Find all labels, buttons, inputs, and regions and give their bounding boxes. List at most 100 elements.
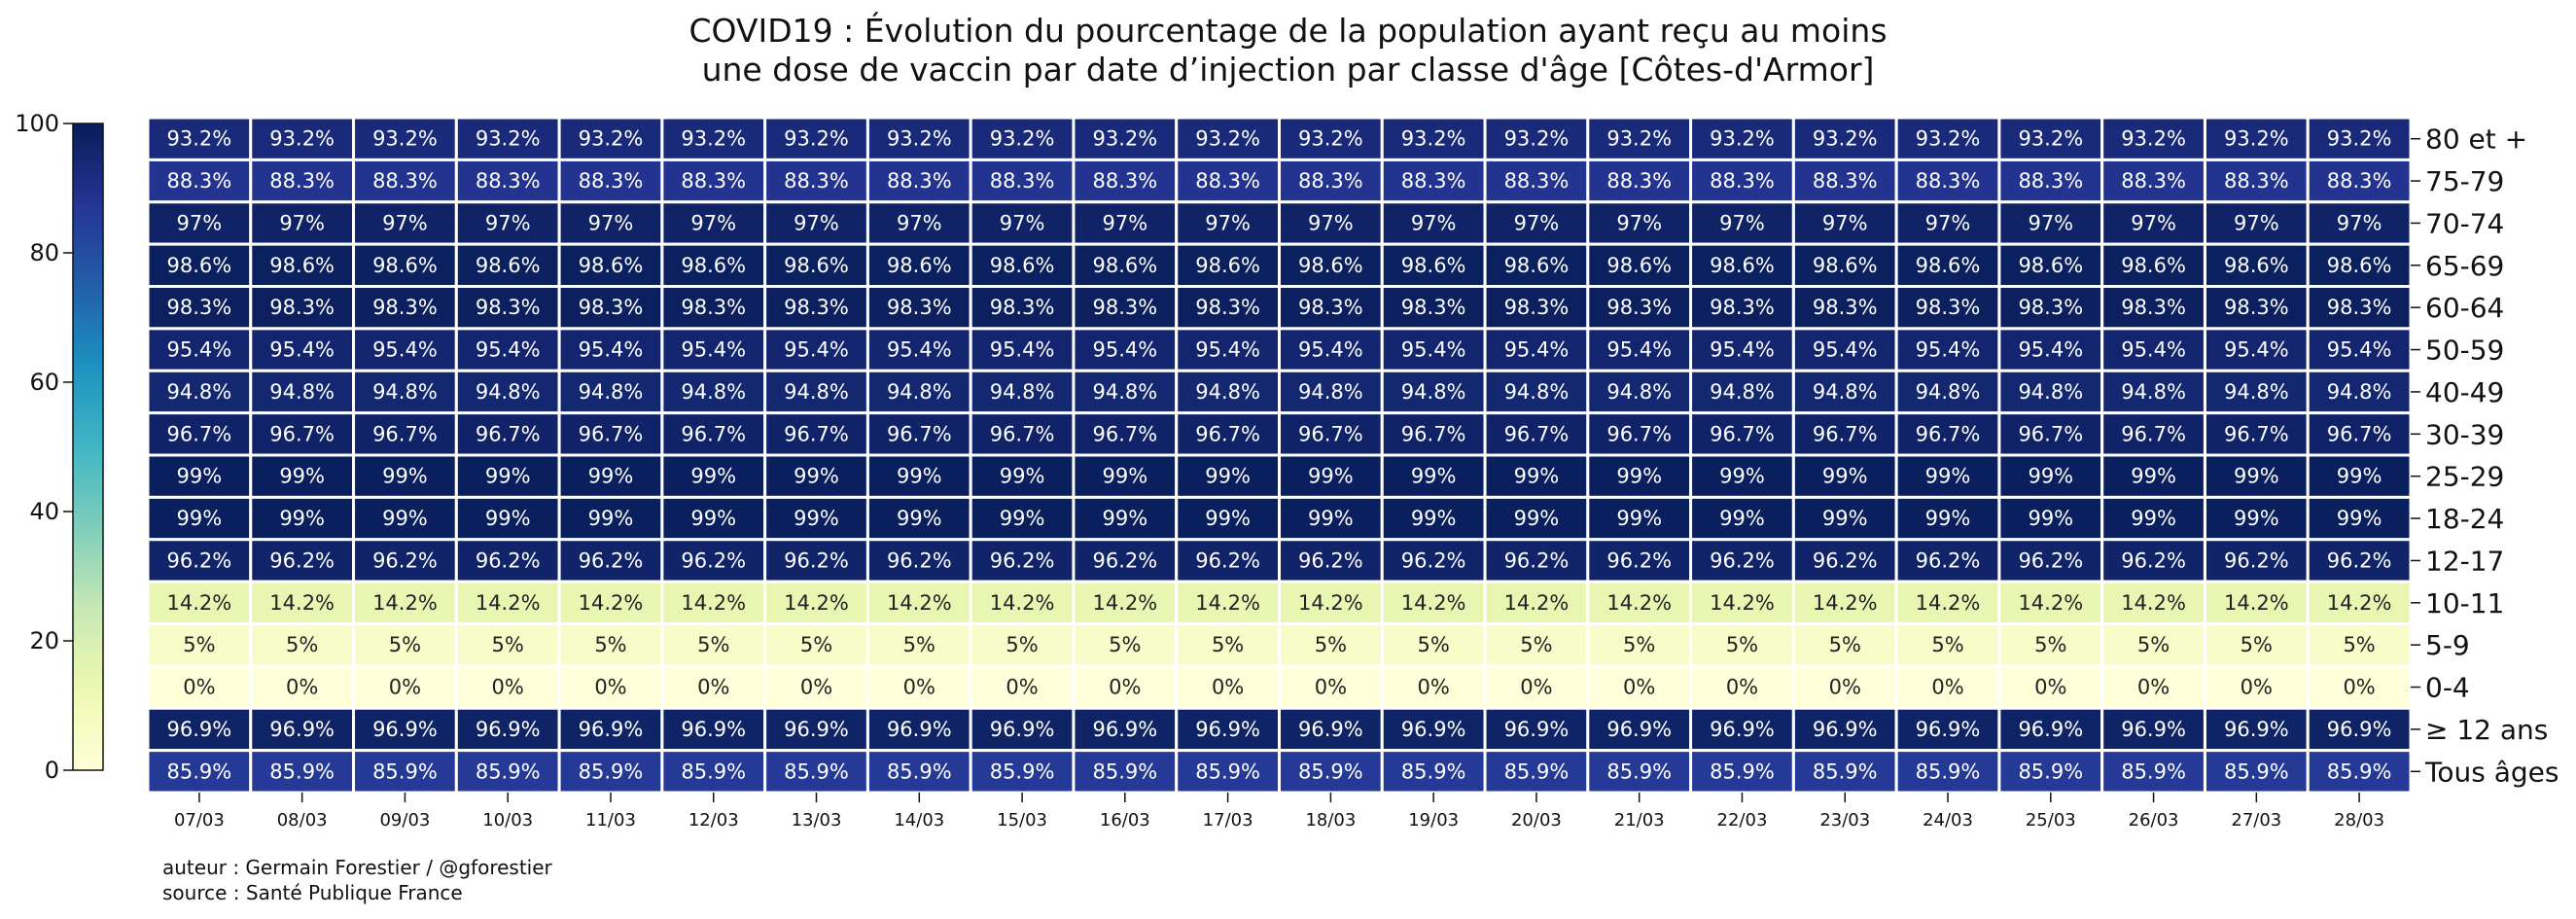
heatmap-cell xyxy=(454,706,561,753)
heatmap-cell-label: 0% xyxy=(903,676,935,699)
heatmap-cell xyxy=(763,580,869,626)
heatmap-cell-label: 85.9% xyxy=(1401,760,1466,783)
heatmap-cell xyxy=(1894,538,2001,583)
heatmap-cell-label: 99% xyxy=(177,507,223,530)
heatmap-cell-label: 98.6% xyxy=(167,254,232,277)
heatmap-cell-label: 98.3% xyxy=(681,296,746,319)
heatmap-cell-label: 14.2% xyxy=(1195,591,1260,615)
heatmap-cell-label: 98.3% xyxy=(2121,296,2186,319)
heatmap-cell xyxy=(557,411,664,457)
heatmap-cell-label: 96.2% xyxy=(2224,548,2289,572)
heatmap-cell-label: 85.9% xyxy=(1813,760,1878,783)
heatmap-cell-label: 88.3% xyxy=(1092,169,1157,193)
heatmap-cell xyxy=(454,285,561,331)
heatmap-cell-label: 99% xyxy=(485,507,531,530)
heatmap-cell xyxy=(146,242,253,289)
heatmap-cell-label: 5% xyxy=(1109,633,1141,656)
heatmap-cell-label: 96.2% xyxy=(167,548,232,572)
heatmap-cell-label: 93.2% xyxy=(1606,127,1672,151)
heatmap-cell-label: 96.2% xyxy=(990,548,1055,572)
heatmap-cell-label: 95.4% xyxy=(372,338,438,362)
heatmap-cell xyxy=(1586,200,1693,246)
heatmap-cell-label: 0% xyxy=(492,676,524,699)
heatmap-cell-label: 14.2% xyxy=(1401,591,1466,615)
heatmap-cell-label: 93.2% xyxy=(1504,127,1570,151)
heatmap-cell-label: 96.7% xyxy=(1916,422,1981,445)
heatmap-cell-label: 85.9% xyxy=(1195,760,1260,783)
heatmap-cell-label: 5% xyxy=(183,633,215,656)
heatmap-cell-label: 14.2% xyxy=(1298,591,1363,615)
heatmap-cell xyxy=(1791,706,1898,753)
heatmap-cell xyxy=(2203,706,2310,753)
heatmap-cell-label: 94.8% xyxy=(1504,380,1570,404)
row-label: 12-17 xyxy=(2425,545,2504,577)
heatmap-cell xyxy=(1791,495,1898,542)
heatmap-cell xyxy=(1689,158,1795,204)
heatmap-cell xyxy=(1586,538,1693,583)
heatmap-cell xyxy=(249,453,356,499)
heatmap-cell xyxy=(1894,327,2001,372)
heatmap-cell xyxy=(2100,158,2206,204)
heatmap-cell-label: 5% xyxy=(2241,633,2273,656)
heatmap-cell-label: 96.2% xyxy=(2018,548,2083,572)
heatmap-cell-label: 96.2% xyxy=(1195,548,1260,572)
heatmap-cell xyxy=(2100,411,2206,457)
heatmap-cell-label: 95.4% xyxy=(167,338,232,362)
heatmap-cell-label: 96.7% xyxy=(1092,422,1157,445)
heatmap-cell xyxy=(352,749,458,795)
heatmap-cell-label: 0% xyxy=(2137,676,2170,699)
heatmap-cell-label: 14.2% xyxy=(2224,591,2289,615)
heatmap-cell-label: 0% xyxy=(1109,676,1141,699)
heatmap-cell-label: 88.3% xyxy=(372,169,438,193)
heatmap-cell-label: 98.3% xyxy=(1710,296,1775,319)
heatmap-cell-label: 93.2% xyxy=(579,127,644,151)
heatmap-cell xyxy=(1791,200,1898,246)
heatmap-cell-label: 93.2% xyxy=(167,127,232,151)
heatmap-cell xyxy=(969,242,1076,289)
heatmap-cell-label: 98.6% xyxy=(2121,254,2186,277)
heatmap-cell-label: 0% xyxy=(697,676,729,699)
heatmap-cell xyxy=(557,158,664,204)
heatmap-cell-label: 97% xyxy=(2234,211,2279,234)
heatmap-cell xyxy=(763,706,869,753)
heatmap-cell-label: 95.4% xyxy=(784,338,849,362)
heatmap-cell xyxy=(1586,285,1693,331)
heatmap-cell xyxy=(1483,369,1590,415)
heatmap-cell xyxy=(1997,749,2104,795)
heatmap-cell-label: 5% xyxy=(2343,633,2375,656)
heatmap-cell-label: 96.9% xyxy=(2327,718,2392,741)
heatmap-cell-label: 94.8% xyxy=(2121,380,2186,404)
heatmap-cell-label: 98.3% xyxy=(1813,296,1878,319)
heatmap-cell-label: 96.9% xyxy=(476,718,541,741)
heatmap-cell-label: 94.8% xyxy=(1401,380,1466,404)
column-label: 24/03 xyxy=(1923,810,1973,831)
heatmap-cell xyxy=(1586,327,1693,372)
heatmap-cell-label: 98.6% xyxy=(990,254,1055,277)
heatmap-cell-label: 85.9% xyxy=(1916,760,1981,783)
heatmap-cell-label: 95.4% xyxy=(887,338,952,362)
heatmap-cell xyxy=(2306,664,2413,710)
heatmap-cell xyxy=(763,538,869,583)
heatmap-cell-label: 97% xyxy=(1205,211,1251,234)
heatmap-cell xyxy=(1894,369,2001,415)
heatmap-cell xyxy=(454,242,561,289)
heatmap-cell-label: 96.9% xyxy=(1401,718,1466,741)
heatmap-cell-label: 96.9% xyxy=(681,718,746,741)
heatmap-cell xyxy=(249,664,356,710)
heatmap-cell-label: 96.7% xyxy=(2224,422,2289,445)
heatmap-cell xyxy=(249,200,356,246)
heatmap-cell-label: 85.9% xyxy=(167,760,232,783)
heatmap-cell-label: 96.2% xyxy=(579,548,644,572)
heatmap-cell-label: 96.7% xyxy=(2018,422,2083,445)
heatmap-cell-label: 99% xyxy=(2337,465,2382,488)
heatmap-cell-label: 98.6% xyxy=(372,254,438,277)
heatmap-cell-label: 93.2% xyxy=(1813,127,1878,151)
heatmap-cell xyxy=(454,116,561,161)
heatmap-cell-label: 95.4% xyxy=(990,338,1055,362)
heatmap-cells xyxy=(146,116,2413,795)
heatmap-cell-label: 98.6% xyxy=(784,254,849,277)
heatmap-cell-label: 88.3% xyxy=(784,169,849,193)
heatmap-cell xyxy=(2100,453,2206,499)
heatmap-cell-label: 93.2% xyxy=(1916,127,1981,151)
heatmap-cell-label: 14.2% xyxy=(2327,591,2392,615)
